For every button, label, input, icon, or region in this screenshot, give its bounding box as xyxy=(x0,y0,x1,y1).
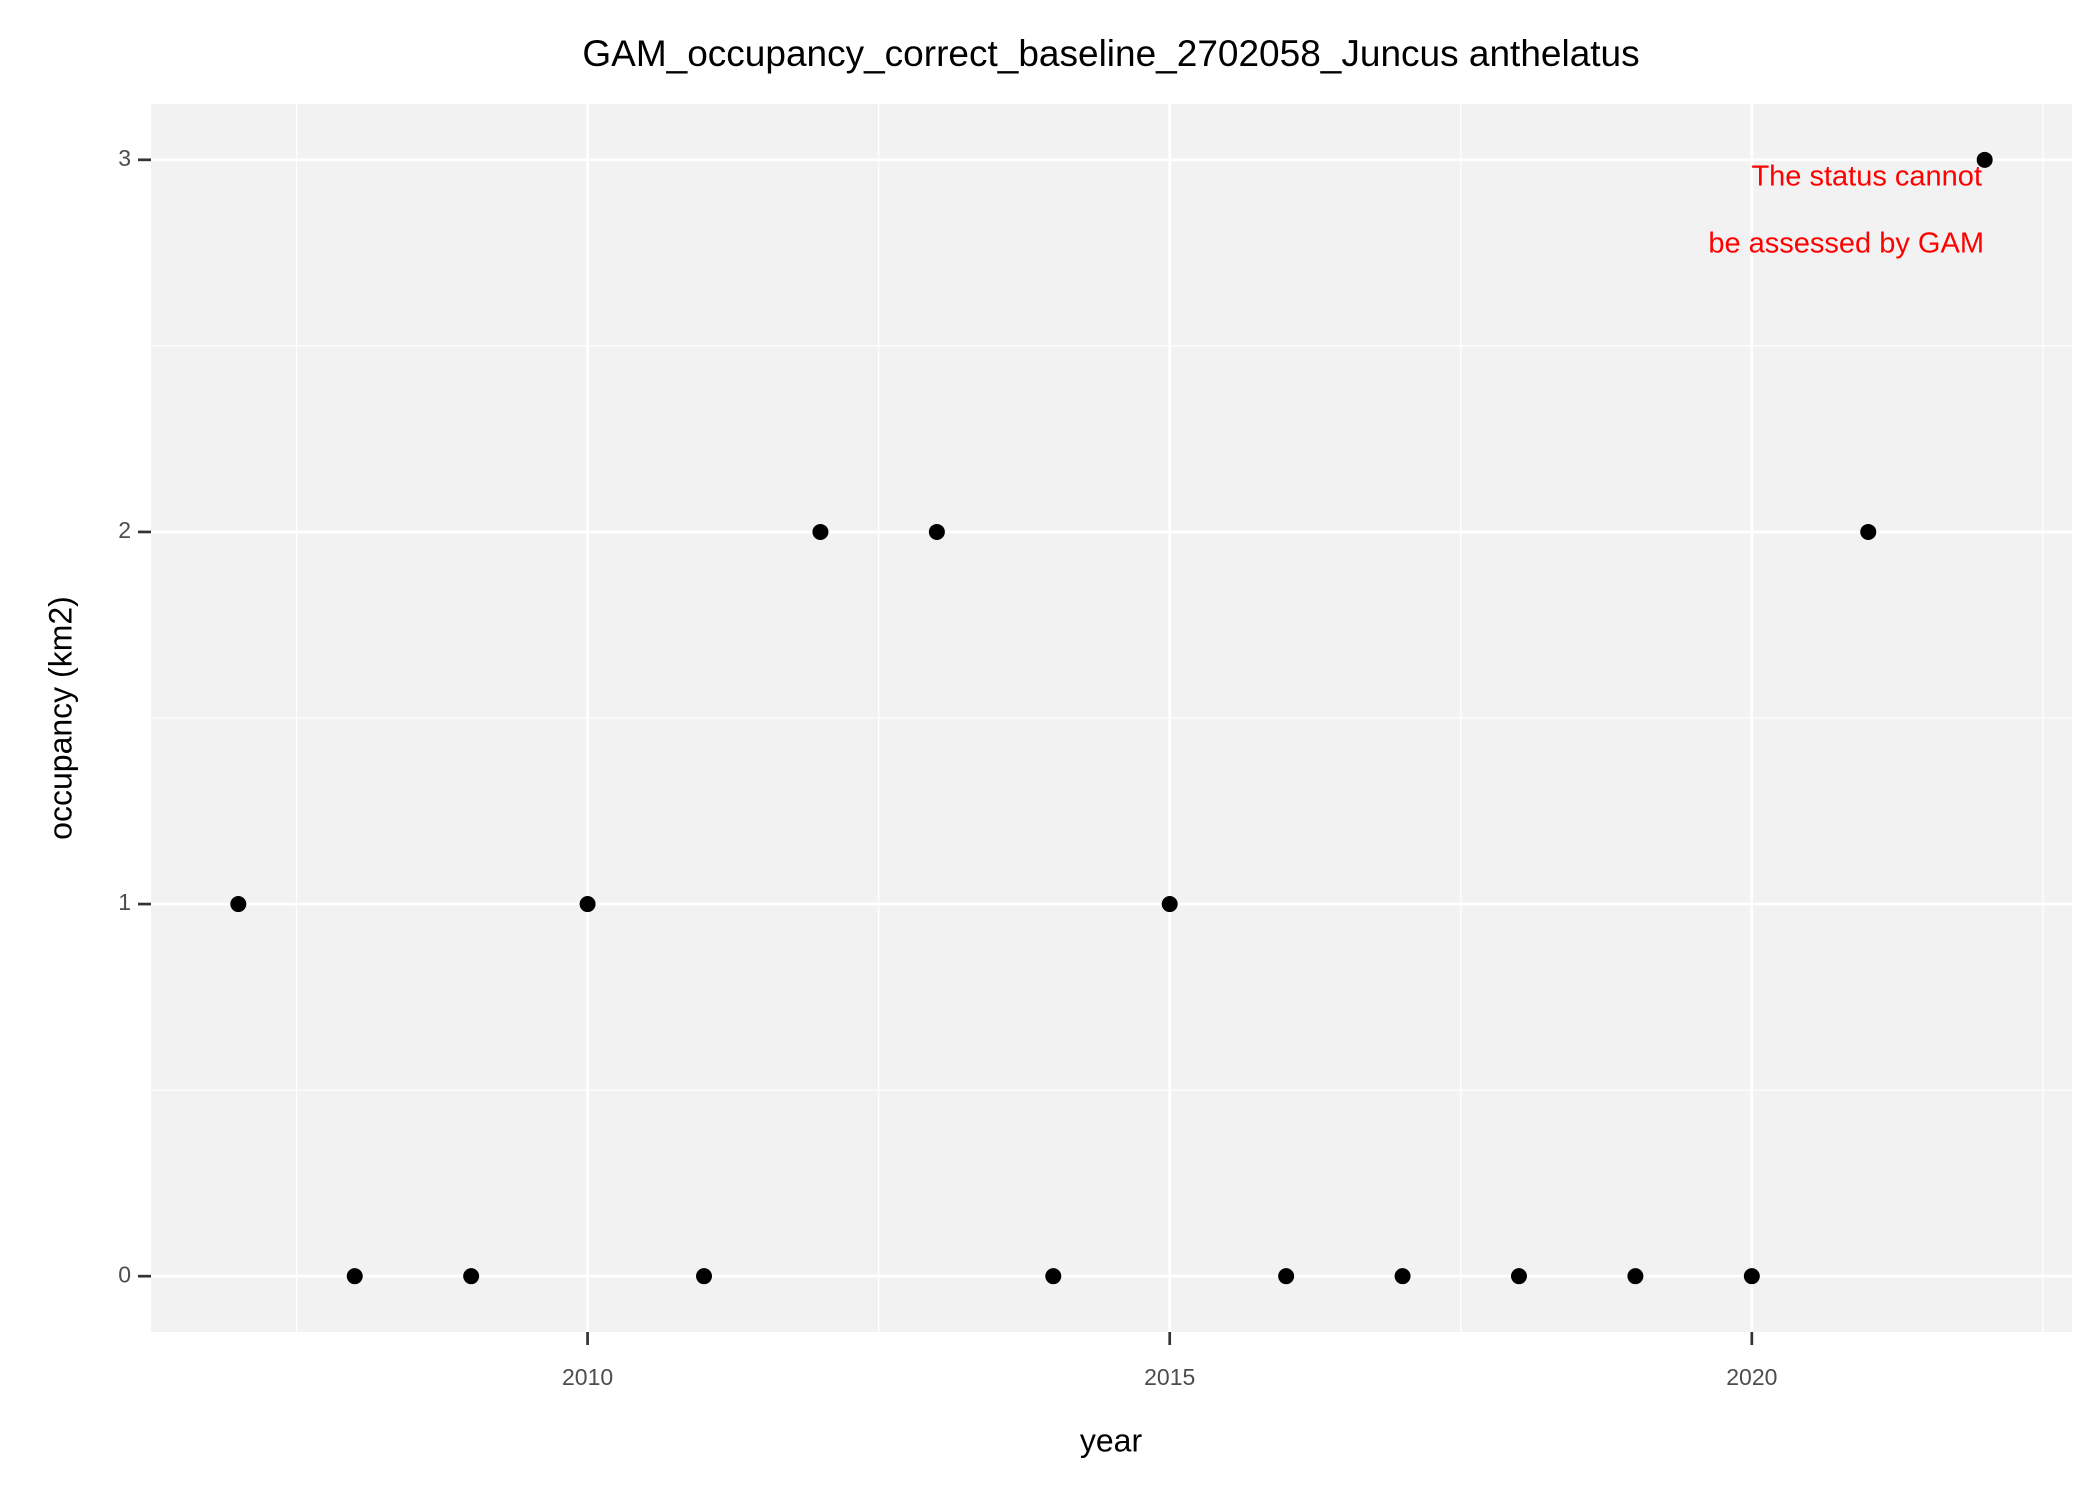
point xyxy=(463,1268,480,1285)
y-tick-label: 3 xyxy=(118,145,131,171)
point xyxy=(1510,1268,1527,1285)
point xyxy=(1045,1268,1062,1285)
x-tick-label: 2015 xyxy=(1144,1364,1195,1390)
point xyxy=(579,896,596,913)
annotation: be assessed by GAM xyxy=(1708,228,1984,260)
y-axis-title: occupancy (km2) xyxy=(42,596,78,840)
point xyxy=(812,523,829,540)
point xyxy=(696,1268,713,1285)
point xyxy=(1860,523,1877,540)
chart-title: GAM_occupancy_correct_baseline_2702058_J… xyxy=(582,33,1639,74)
point xyxy=(1278,1268,1295,1285)
x-tick-label: 2020 xyxy=(1726,1364,1777,1390)
point xyxy=(1161,896,1178,913)
y-tick-label: 2 xyxy=(118,517,131,543)
y-tick-label: 1 xyxy=(118,889,131,915)
point xyxy=(1976,151,1993,168)
point xyxy=(1394,1268,1411,1285)
x-axis-title: year xyxy=(1080,1422,1143,1458)
point xyxy=(928,523,945,540)
point xyxy=(230,896,247,913)
x-tick-label: 2010 xyxy=(562,1364,613,1390)
point xyxy=(1627,1268,1644,1285)
annotation: The status cannot xyxy=(1751,161,1982,193)
point xyxy=(1743,1268,1760,1285)
point xyxy=(346,1268,363,1285)
y-tick-label: 0 xyxy=(118,1261,131,1287)
